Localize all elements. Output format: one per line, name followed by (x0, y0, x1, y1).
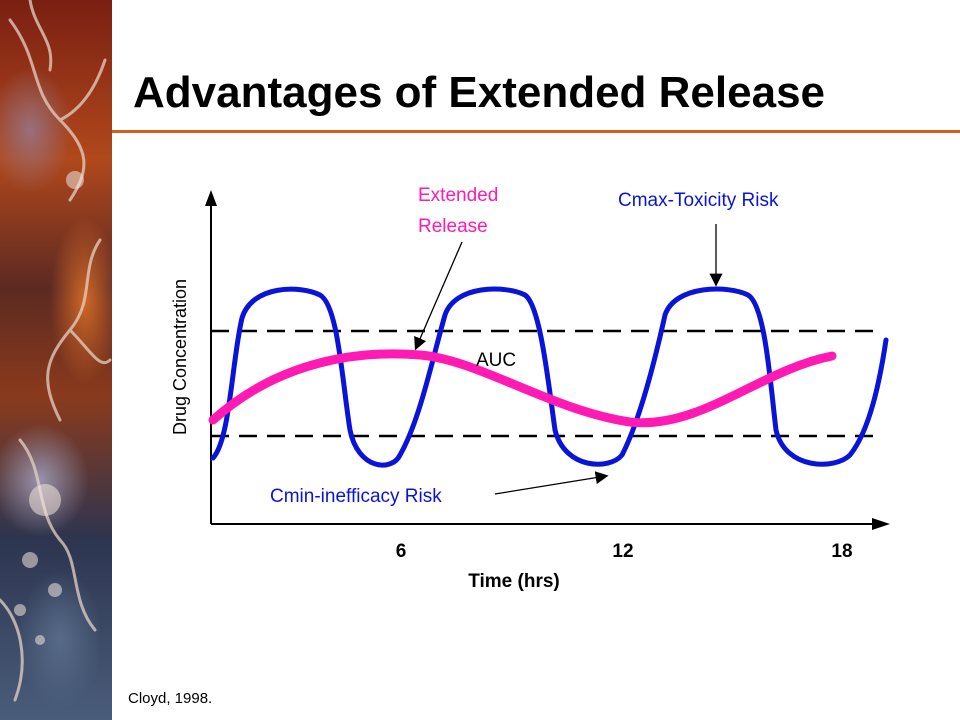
decorative-artwork (0, 0, 112, 720)
x-axis (211, 518, 890, 530)
auc-label: AUC (476, 350, 516, 371)
x-tick-label: 12 (612, 541, 633, 562)
y-axis (205, 190, 217, 524)
x-axis-label: Time (hrs) (468, 571, 560, 592)
cmin-arrow (494, 471, 609, 495)
extended-release-curve (208, 349, 837, 428)
y-axis-label: Drug Concentration (170, 279, 190, 435)
title-underline (112, 130, 960, 133)
x-tick-label: 6 (396, 541, 407, 562)
x-tick-label: 18 (831, 541, 852, 562)
slide-title: Advantages of Extended Release (133, 68, 826, 117)
extended-release-arrow (414, 241, 463, 351)
cmax-label: Cmax-Toxicity Risk (618, 190, 779, 211)
cmin-label: Cmin-inefficacy Risk (270, 486, 442, 507)
neuron-illustration (0, 0, 112, 702)
extended-release-label-line1: Extended (418, 185, 498, 206)
extended-release-label-line2: Release (418, 216, 488, 237)
immediate-release-curve (210, 286, 889, 468)
citation: Cloyd, 1998. (128, 690, 213, 707)
